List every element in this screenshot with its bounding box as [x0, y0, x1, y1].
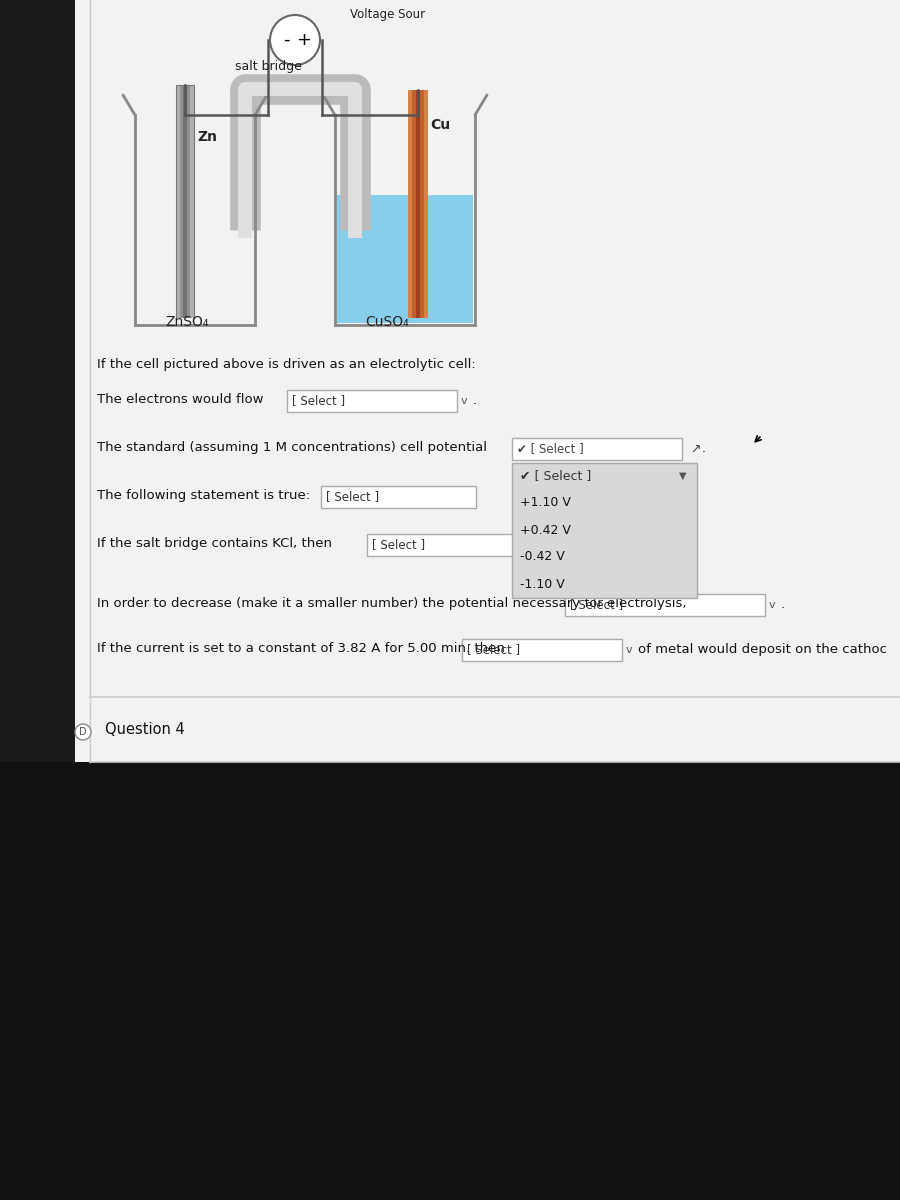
Text: The electrons would flow: The electrons would flow: [97, 392, 264, 406]
Bar: [75, 0, 900, 762]
Text: .: .: [702, 443, 706, 456]
Text: +: +: [296, 31, 311, 49]
Text: -0.42 V: -0.42 V: [520, 551, 565, 564]
Text: -: -: [283, 31, 289, 49]
Text: +0.42 V: +0.42 V: [520, 523, 571, 536]
FancyBboxPatch shape: [321, 486, 476, 508]
Text: v: v: [769, 600, 776, 610]
Text: If the current is set to a constant of 3.82 A for 5.00 min. then: If the current is set to a constant of 3…: [97, 642, 505, 655]
Bar: [191, 85, 194, 318]
Text: ▼: ▼: [679, 470, 687, 481]
Bar: [412, 90, 416, 318]
Text: of metal would deposit on the cathoc: of metal would deposit on the cathoc: [638, 643, 887, 656]
Circle shape: [75, 724, 91, 740]
Circle shape: [270, 14, 320, 65]
Text: Voltage Sour: Voltage Sour: [350, 8, 425, 20]
Bar: [184, 85, 187, 318]
FancyBboxPatch shape: [367, 534, 522, 556]
Text: v: v: [626, 646, 633, 655]
Text: Cu: Cu: [430, 118, 450, 132]
Text: v: v: [526, 540, 533, 550]
Text: ↗: ↗: [690, 443, 700, 456]
FancyBboxPatch shape: [565, 594, 765, 616]
Bar: [0, 762, 900, 1200]
Text: The standard (assuming 1 M concentrations) cell potential: The standard (assuming 1 M concentration…: [97, 440, 490, 454]
Text: -1.10 V: -1.10 V: [520, 577, 565, 590]
Text: .: .: [473, 395, 477, 408]
Text: [ Select ]: [ Select ]: [372, 539, 425, 552]
Text: CuSO₄: CuSO₄: [365, 314, 409, 329]
FancyBboxPatch shape: [287, 390, 457, 412]
Text: .: .: [781, 599, 785, 612]
Text: [ Select ]: [ Select ]: [326, 491, 379, 504]
Text: [ Select ]: [ Select ]: [467, 643, 520, 656]
Bar: [180, 85, 184, 318]
Text: [ Select ]: [ Select ]: [292, 395, 345, 408]
Bar: [416, 90, 420, 318]
Bar: [337, 194, 473, 323]
Bar: [420, 90, 424, 318]
Text: [ Select ]: [ Select ]: [570, 599, 623, 612]
Text: The following statement is true:: The following statement is true:: [97, 490, 310, 502]
Text: Question 4: Question 4: [105, 722, 184, 737]
Text: If the salt bridge contains KCl, then: If the salt bridge contains KCl, then: [97, 538, 332, 550]
FancyBboxPatch shape: [512, 438, 682, 460]
Text: .: .: [538, 539, 542, 552]
Text: If the cell pictured above is driven as an electrolytic cell:: If the cell pictured above is driven as …: [97, 358, 476, 371]
Text: v: v: [461, 396, 468, 406]
Text: salt bridge: salt bridge: [235, 60, 302, 73]
FancyBboxPatch shape: [512, 463, 697, 598]
Text: In order to decrease (make it a smaller number) the potential necessary for elec: In order to decrease (make it a smaller …: [97, 596, 687, 610]
Bar: [408, 90, 412, 318]
Text: ✔ [ Select ]: ✔ [ Select ]: [520, 469, 591, 482]
Text: ZnSO₄: ZnSO₄: [165, 314, 209, 329]
Text: +1.10 V: +1.10 V: [520, 497, 571, 510]
Text: D: D: [79, 727, 86, 737]
Bar: [187, 85, 191, 318]
Text: Zn: Zn: [197, 130, 217, 144]
FancyBboxPatch shape: [462, 638, 622, 661]
Bar: [424, 90, 428, 318]
Text: ✔ [ Select ]: ✔ [ Select ]: [517, 443, 584, 456]
Bar: [176, 85, 180, 318]
